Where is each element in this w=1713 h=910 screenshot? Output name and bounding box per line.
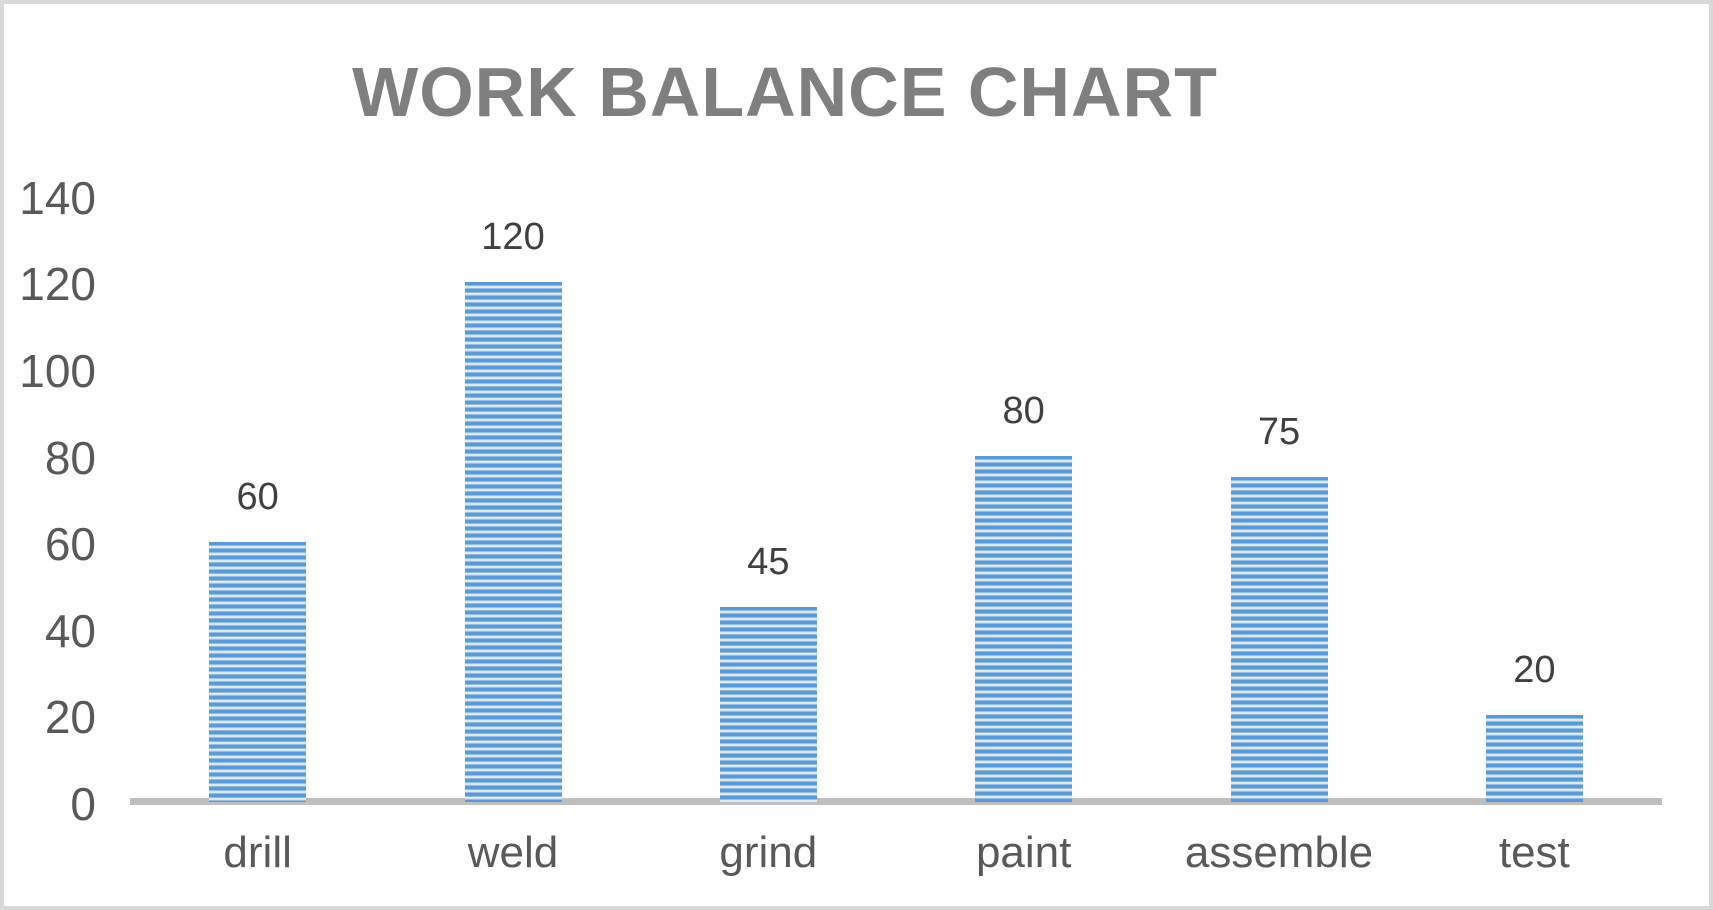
- bar-test: [1485, 715, 1583, 802]
- y-axis-tick-label: 120: [19, 258, 96, 311]
- bar-drill: [209, 542, 307, 802]
- bar-assemble: [1230, 477, 1328, 802]
- bar-data-label: 60: [236, 476, 279, 518]
- bar-data-label: 80: [1002, 390, 1045, 432]
- x-axis-category-label: test: [1498, 828, 1570, 877]
- x-axis-category-label: drill: [223, 828, 292, 877]
- y-axis-tick-label: 140: [19, 171, 96, 224]
- chart-title: WORK BALANCE CHART: [352, 53, 1218, 131]
- bar-grind: [719, 607, 817, 802]
- y-axis-tick-label: 0: [70, 778, 96, 830]
- x-axis-line: [130, 798, 1662, 805]
- bar-data-label: 120: [481, 216, 545, 258]
- bar-paint: [975, 456, 1073, 802]
- x-axis-category-label: assemble: [1184, 828, 1374, 877]
- plot-area: 0 20 40 60 80 100 120 140 60 drill 120 weld 45 grind 8…: [4, 4, 1709, 906]
- x-axis-category-label: weld: [467, 828, 559, 877]
- x-axis-category-label: paint: [975, 828, 1072, 877]
- y-axis-tick-label: 60: [44, 518, 96, 571]
- y-axis-tick-label: 80: [44, 431, 96, 484]
- bar-data-label: 45: [747, 541, 790, 583]
- y-axis-tick-label: 20: [44, 691, 96, 744]
- x-axis-category-label: grind: [719, 828, 818, 877]
- bar-weld: [464, 282, 562, 802]
- y-axis-tick-label: 40: [44, 604, 96, 657]
- bar-data-label: 75: [1257, 411, 1301, 453]
- bar-data-label: 20: [1513, 649, 1556, 691]
- y-axis-tick-label: 100: [19, 345, 96, 397]
